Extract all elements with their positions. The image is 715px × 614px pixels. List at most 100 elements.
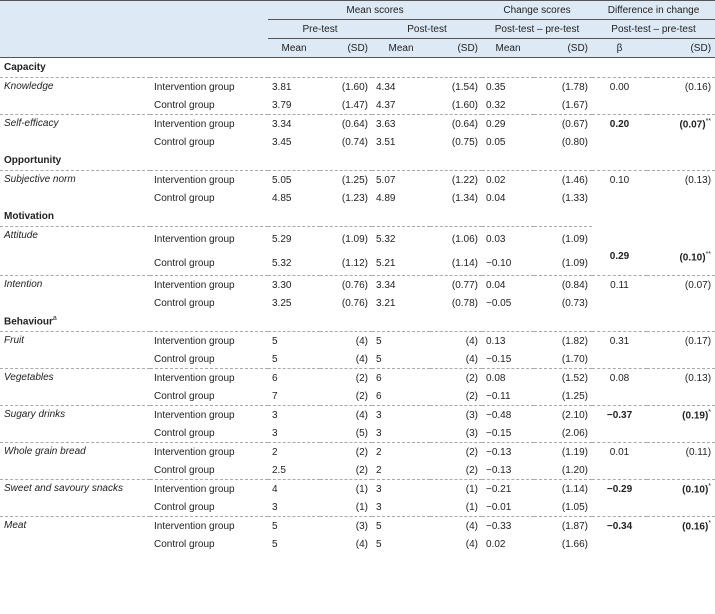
sd-value: (0.10) (682, 484, 709, 496)
value-cell: 3 (376, 427, 382, 439)
data-row: Sweet and savoury snacks Intervention gro… (0, 479, 715, 517)
variable-name: Whole grain bread (0, 442, 150, 480)
value-cell: (4) (465, 538, 478, 550)
beta-cell: 0.00 (592, 77, 648, 96)
empty-cell (647, 189, 715, 207)
value-cell: (1.09) (561, 257, 589, 269)
value-cell: (1.78) (534, 77, 593, 96)
data-row: Control group 5 (4) 5 (4) −0.15 (1.70) (0, 350, 715, 369)
value-cell: (1.87) (534, 516, 593, 535)
value-cell: 3.79 (272, 99, 292, 111)
beta-cell: 0.01 (592, 442, 648, 461)
section-title: Opportunity (4, 155, 62, 166)
value-cell: 3.45 (272, 136, 292, 148)
significance: * (708, 482, 712, 490)
value-cell: (5) (355, 427, 368, 439)
group-name: Control group (154, 297, 215, 309)
value-cell: (1.05) (561, 501, 589, 513)
value-cell: (1.60) (451, 99, 478, 111)
value-cell: −0.15 (486, 353, 512, 365)
value-cell: 3 (272, 427, 278, 439)
value-cell: 5 (376, 353, 382, 365)
value-cell: 7 (272, 390, 278, 402)
value-cell: (0.80) (561, 136, 589, 148)
value-cell: (2) (465, 464, 478, 476)
beta-cell: 0.08 (592, 368, 648, 387)
value-cell: −0.01 (486, 501, 512, 513)
section-cell: Capacity (0, 58, 715, 78)
column-header: β (616, 42, 623, 54)
group-name: Intervention group (150, 368, 268, 387)
value-cell: −0.13 (482, 442, 534, 461)
value-cell: 4.37 (376, 99, 396, 111)
value-cell: (1.47) (341, 99, 368, 111)
group-header: Mean scores (268, 0, 482, 20)
significance: ** (705, 251, 712, 258)
group-header: Change scores (482, 0, 593, 20)
value-cell: 6 (376, 390, 382, 402)
value-cell: (0.64) (430, 114, 482, 133)
variable-name: Intention (0, 275, 150, 312)
data-row: Self-efficacy Intervention group 3.34 (0.64… (0, 114, 715, 151)
value-cell: 4.34 (372, 77, 430, 96)
value-cell: (1.12) (341, 257, 368, 269)
section-row: Behavioura (0, 312, 715, 332)
value-cell: (1.14) (534, 479, 593, 498)
group-name: Intervention group (150, 77, 268, 96)
value-cell: −0.48 (482, 405, 534, 424)
group-name: Intervention group (150, 331, 268, 350)
section-row: Capacity (0, 58, 715, 78)
value-cell: (1.82) (534, 331, 593, 350)
value-cell: (1) (465, 501, 478, 513)
value-cell: 2 (268, 442, 320, 461)
value-cell: −0.33 (482, 516, 534, 535)
value-cell: (3) (320, 516, 372, 535)
group-header: Difference in change (592, 0, 715, 20)
value-cell: (2) (320, 368, 372, 387)
sd-value: (0.11) (685, 446, 712, 458)
group-name: Intervention group (150, 275, 268, 294)
sd-value: (0.13) (684, 372, 712, 384)
value-cell: (1.25) (561, 390, 589, 402)
beta-cell: 0.31 (592, 331, 648, 350)
data-row: Control group 3.25 (0.76) 3.21 (0.78) −0.05 (0… (0, 294, 715, 312)
data-row: Control group 4.85 (1.23) 4.89 (1.34) 0.04 (1.… (0, 189, 715, 207)
sd-value: (0.16) (682, 521, 709, 533)
beta-cell: 0.29 (609, 251, 630, 262)
variable-name: Subjective norm (0, 170, 150, 207)
value-cell: 3.34 (372, 275, 430, 294)
column-header: Mean (388, 42, 414, 54)
empty-cell (592, 535, 647, 553)
variable-name: Meat (0, 516, 150, 553)
column-header: (SD) (457, 42, 478, 54)
empty-cell (647, 498, 715, 517)
sd-value: (0.17) (684, 335, 712, 347)
value-cell: (0.74) (341, 136, 368, 148)
value-cell: −0.11 (486, 390, 511, 402)
value-cell: 3.51 (376, 136, 396, 148)
value-cell: (1.70) (561, 353, 589, 365)
value-cell: 3.30 (268, 275, 320, 294)
data-row: Control group 3.79 (1.47) 4.37 (1.60) 0.32 (1.… (0, 96, 715, 115)
sd-cell: (0.13) (647, 170, 715, 189)
group-name: Control group (154, 257, 215, 269)
significance: * (708, 519, 712, 527)
value-cell: (4) (320, 405, 372, 424)
data-row: Fruit Intervention group 5 (4) 5 (4) 0.13 (1.82… (0, 331, 715, 369)
table-body: Capacity Knowledge Intervention group 3.81(… (0, 58, 715, 553)
value-cell: (2) (430, 442, 482, 461)
section-cell: Opportunity (0, 151, 715, 171)
section-row: Opportunity (0, 151, 715, 171)
value-cell: 5.07 (372, 170, 430, 189)
empty-cell (592, 461, 647, 480)
sub-header: Post-test – pre-test (482, 19, 593, 39)
value-cell: 5 (268, 331, 320, 350)
empty-cell (647, 227, 715, 252)
value-cell: 4.85 (272, 192, 292, 204)
value-cell: 0.29 (482, 114, 534, 133)
significance: * (708, 408, 712, 416)
value-cell: (4) (430, 331, 482, 350)
sd-cell: (0.10)** (647, 251, 715, 276)
value-cell: (1.19) (534, 442, 593, 461)
